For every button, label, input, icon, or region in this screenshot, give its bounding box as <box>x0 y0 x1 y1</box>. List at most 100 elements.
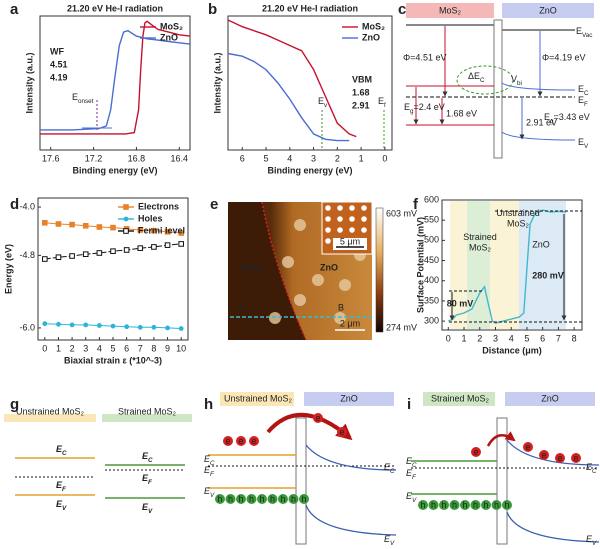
subscript: C <box>480 77 485 84</box>
band-label: EC <box>142 451 153 463</box>
text-line: MoS₂ <box>469 243 492 253</box>
band-label: EC <box>384 462 395 474</box>
band-label: EC <box>586 462 597 474</box>
electron-label: e <box>339 427 344 437</box>
colorbar-label: 603 mV <box>386 208 417 218</box>
band-edge <box>501 131 576 141</box>
electron <box>555 453 565 463</box>
y-tick-label: 600 <box>424 194 439 204</box>
y-axis-label: Surface Potential (mV) <box>415 217 425 313</box>
electron <box>236 436 246 446</box>
inset-dot <box>337 216 343 222</box>
subscript: f <box>384 102 386 109</box>
data-point <box>83 322 89 328</box>
data-point <box>164 242 171 248</box>
text-part: E <box>56 499 63 509</box>
band-edge <box>501 82 576 91</box>
text-part: E <box>142 502 149 512</box>
text-part: E <box>406 468 413 478</box>
subscript: onset <box>78 98 94 105</box>
x-tick-label: 2 <box>335 153 340 163</box>
text-part: E <box>406 491 413 501</box>
annotation: Strained MoS₂ <box>463 232 497 252</box>
region-label: MoS₂ <box>240 262 263 272</box>
electron <box>523 442 533 452</box>
data-point <box>137 227 144 233</box>
x-tick-label: 4 <box>509 333 514 343</box>
inset-dot <box>361 227 367 233</box>
data-point <box>96 250 103 256</box>
electron-label: e <box>573 453 578 463</box>
data-point <box>110 224 116 231</box>
hole-label: h <box>301 494 306 504</box>
inset-dot <box>325 238 331 244</box>
text-part: E <box>578 84 584 94</box>
data-point <box>82 222 89 229</box>
particle <box>294 294 306 306</box>
panel-label: e <box>210 196 218 213</box>
x-tick-label: 7 <box>556 333 561 343</box>
hole-label: h <box>441 500 446 510</box>
band-label: EV <box>578 137 589 149</box>
legend-label: Fermi level <box>138 225 185 235</box>
legend-label: MoS₂ <box>362 21 385 31</box>
header-box <box>502 3 594 18</box>
band-label: EV <box>406 491 417 503</box>
data-point <box>137 245 144 251</box>
header: Unstrained MoS₂ <box>224 393 293 403</box>
data-point <box>82 251 89 257</box>
header-bar <box>505 392 595 406</box>
legend-label: ZnO <box>362 32 380 42</box>
x-tick-label: 6 <box>540 333 545 343</box>
region <box>490 201 519 329</box>
band-label: 2.91 eV <box>526 117 557 127</box>
hole <box>278 494 288 504</box>
particle <box>294 219 306 231</box>
data-point <box>42 219 48 226</box>
band-label: Eg=2.4 eV <box>404 102 445 114</box>
band-label: EC <box>406 456 417 468</box>
subscript: g <box>410 108 414 115</box>
annotation: Ef <box>378 96 386 108</box>
x-tick-label: 17.2 <box>85 153 103 163</box>
subscript: V <box>390 540 395 547</box>
particle <box>269 312 281 324</box>
legend-marker <box>123 228 129 234</box>
subscript: F <box>210 471 215 478</box>
data-point <box>178 230 184 236</box>
electron <box>223 436 233 446</box>
legend-marker <box>123 204 129 210</box>
x-tick-label: 1 <box>359 153 364 163</box>
x-tick-label: 5 <box>524 333 529 343</box>
header: Strained MoS₂ <box>118 406 177 416</box>
chart-title: 21.20 eV He-I radiation <box>67 3 163 13</box>
hole <box>470 500 481 510</box>
subscript: C <box>210 460 215 467</box>
electron-label: e <box>557 453 562 463</box>
text-part: E <box>578 137 584 147</box>
interface <box>496 417 508 545</box>
y-axis-label: Energy (eV) <box>3 244 13 294</box>
subscript: C <box>412 462 417 469</box>
data-point <box>178 326 184 331</box>
particle <box>312 274 324 286</box>
data-point <box>124 324 130 330</box>
annotation: 1.68 <box>352 87 370 97</box>
band-label: Φ=4.19 eV <box>542 52 585 62</box>
plot-frame <box>39 15 191 151</box>
hole <box>502 500 512 510</box>
panel-label: f <box>413 196 419 213</box>
header: ZnO <box>340 393 358 403</box>
header: Strained MoS₂ <box>431 393 490 403</box>
data-point <box>165 325 170 331</box>
inset-dot <box>361 216 367 222</box>
x-tick-label: 3 <box>83 343 88 353</box>
inset-dot <box>325 216 331 222</box>
band-edge <box>305 504 397 536</box>
colorbar-label: 274 mV <box>386 322 417 332</box>
text-line: MoS₂ <box>507 219 530 229</box>
data-point <box>151 324 157 330</box>
hole-label: h <box>291 494 296 504</box>
x-tick-label: 16.4 <box>171 153 189 163</box>
